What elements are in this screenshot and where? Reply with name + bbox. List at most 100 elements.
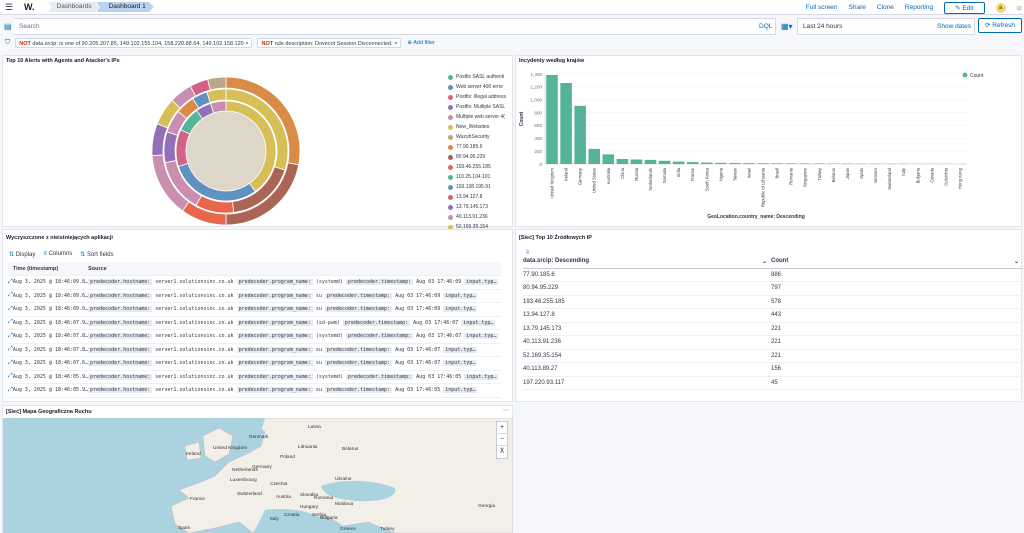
legend-item[interactable]: Web server 400 error <box>448 82 506 92</box>
bar[interactable] <box>616 158 629 164</box>
help-icon[interactable]: ⊙ <box>1016 4 1022 12</box>
bar[interactable] <box>757 163 769 164</box>
bar[interactable] <box>686 162 699 164</box>
legend-item[interactable]: 52.169.35.154 <box>448 222 506 232</box>
table-row[interactable]: 40.113.91.236 221 <box>523 335 1023 350</box>
bar[interactable] <box>560 83 572 164</box>
donut-inner-slice[interactable] <box>210 100 227 114</box>
expand-row-icon[interactable]: ⤢ <box>8 316 13 330</box>
calendar-icon[interactable]: ▦▾ <box>781 22 793 31</box>
zoom-in-button[interactable]: + <box>497 422 507 434</box>
show-dates-link[interactable]: Show dates <box>937 23 971 30</box>
share-link[interactable]: Share <box>848 4 866 11</box>
reporting-link[interactable]: Reporting <box>904 4 934 11</box>
expand-row-icon[interactable]: ⤢ <box>8 329 13 344</box>
table-row[interactable]: ⤢ Aug 3, 2025 @ 18:46:05.9… predecoder.hos… <box>8 370 502 384</box>
table-row[interactable]: ⤢ Aug 3, 2025 @ 18:46:05.9… predecoder.hos… <box>8 383 502 398</box>
legend-item[interactable]: 40.113.91.236 <box>448 212 506 222</box>
bar[interactable] <box>574 105 586 164</box>
table-row[interactable]: ⤢ Aug 3, 2025 @ 18:46:09.6… predecoder.hos… <box>8 289 502 303</box>
bar[interactable] <box>546 74 558 164</box>
legend-item[interactable]: 110.25.104.101 <box>448 172 506 182</box>
donut-middle-slice[interactable] <box>163 131 179 164</box>
download-icon[interactable]: ⇩ <box>525 250 531 256</box>
app-logo[interactable]: W. <box>24 2 35 12</box>
table-row[interactable]: 40.113.89.27 156 <box>523 362 1023 377</box>
donut-middle-slice[interactable] <box>206 88 227 104</box>
expand-row-icon[interactable]: ⤢ <box>8 289 13 303</box>
bar[interactable] <box>785 163 797 164</box>
expand-row-icon[interactable]: ⤢ <box>8 343 13 357</box>
clone-link[interactable]: Clone <box>876 4 894 11</box>
donut-outer-slice[interactable] <box>207 76 227 91</box>
expand-row-icon[interactable]: ⤢ <box>8 356 13 371</box>
bar[interactable] <box>658 160 671 164</box>
expand-row-icon[interactable]: ⤢ <box>8 302 13 317</box>
expand-row-icon[interactable]: ⤢ <box>8 370 13 384</box>
legend-item[interactable]: 13.79.145.173 <box>448 202 506 212</box>
columns-button[interactable]: ≡ Columns <box>43 251 73 257</box>
legend-item[interactable]: 13.94.127.8 <box>448 192 506 202</box>
search-input[interactable]: Search <box>14 18 776 35</box>
saved-query-icon[interactable]: ▤ <box>4 22 12 31</box>
table-row[interactable]: 13.94.127.8 443 <box>523 308 1023 323</box>
expand-row-icon[interactable]: ⤢ <box>8 383 13 398</box>
panel-options-icon[interactable]: ⋯ <box>503 408 509 414</box>
legend-item[interactable]: 193.46.255.185 <box>448 162 506 172</box>
add-filter-button[interactable]: ⊕ Add filter <box>407 40 435 46</box>
bar[interactable] <box>743 163 755 164</box>
refresh-button[interactable]: ⟳ Refresh <box>978 18 1022 33</box>
bar[interactable] <box>715 162 727 164</box>
bar[interactable] <box>588 148 601 164</box>
hamburger-menu-icon[interactable]: ☰ <box>4 1 14 12</box>
filter-pill[interactable]: NOT rule.description: Dovecot Session Di… <box>257 38 402 48</box>
legend-item[interactable]: 77.90.185.6 <box>448 142 506 152</box>
source-column-header[interactable]: Source <box>88 262 502 276</box>
table-row[interactable]: ⤢ Aug 3, 2025 @ 18:46:09.0… predecoder.hos… <box>8 302 502 317</box>
bar[interactable] <box>602 154 615 164</box>
display-button[interactable]: ⇅ Display <box>9 252 36 258</box>
sort-fields-button[interactable]: ⇅ Sort fields <box>80 252 114 258</box>
legend-item[interactable]: WazuhSecurity <box>448 132 506 142</box>
legend-label[interactable]: Count <box>970 73 984 79</box>
table-row[interactable]: ⤢ Aug 3, 2025 @ 18:46:07.8… predecoder.hos… <box>8 329 502 344</box>
table-row[interactable]: ⤢ Aug 3, 2025 @ 18:46:07.8… predecoder.hos… <box>8 343 502 357</box>
table-row[interactable]: ⤢ Aug 3, 2025 @ 18:46:07.9… predecoder.hos… <box>8 316 502 330</box>
count-column-header[interactable]: Count ⌄ <box>771 256 1023 269</box>
avatar[interactable]: a <box>995 2 1006 13</box>
expand-row-icon[interactable]: ⤢ <box>8 275 13 290</box>
bar[interactable] <box>799 163 812 164</box>
table-row[interactable]: 13.79.145.173 221 <box>523 322 1023 336</box>
geo-map[interactable] <box>3 418 513 533</box>
table-row[interactable]: 197.220.93.117 45 <box>523 376 1023 390</box>
table-row[interactable]: 80.94.95.229 797 <box>523 281 1023 296</box>
bar[interactable] <box>700 162 713 164</box>
query-language-toggle[interactable]: DQL <box>759 23 773 30</box>
bar[interactable] <box>630 159 643 165</box>
legend-item[interactable]: Postfix SASL authenti <box>448 72 506 82</box>
close-icon[interactable]: × <box>394 41 398 47</box>
bar[interactable] <box>771 163 783 164</box>
full-screen-link[interactable]: Full screen <box>805 4 838 11</box>
table-row[interactable]: 193.46.255.185 578 <box>523 295 1023 309</box>
breadcrumb-dashboards[interactable]: Dashboards <box>48 2 100 12</box>
table-row[interactable]: ⤢ Aug 3, 2025 @ 18:46:07.6… predecoder.hos… <box>8 356 502 371</box>
legend-item[interactable]: Postfix: Illegal address <box>448 92 506 102</box>
legend-item[interactable]: Multiple web server 4( <box>448 112 506 122</box>
bar[interactable] <box>672 161 685 164</box>
date-range-picker[interactable]: Last 24 hours <box>797 18 975 35</box>
legend-item[interactable]: 80.94.95.229 <box>448 152 506 162</box>
ip-column-header[interactable]: data.srcip: Descending ⌄ <box>523 256 771 269</box>
filter-icon[interactable]: ⛉ <box>5 39 11 46</box>
legend-item[interactable]: New_Websites <box>448 122 506 132</box>
edit-button[interactable]: ✎ Edit <box>944 1 985 14</box>
table-row[interactable]: ⤢ Aug 3, 2025 @ 18:46:09.8… predecoder.hos… <box>8 275 502 290</box>
legend-item[interactable]: Postfix: Multiple SASL <box>448 102 506 112</box>
time-column-header[interactable]: Time (timestamp) <box>12 262 89 276</box>
legend-item[interactable]: 193.138.195.91 <box>448 182 506 192</box>
bar[interactable] <box>729 163 741 164</box>
bar[interactable] <box>644 159 657 164</box>
close-icon[interactable]: × <box>245 41 249 47</box>
zoom-out-button[interactable]: − <box>497 434 507 446</box>
table-row[interactable]: 77.90.185.6 886 <box>523 268 1023 282</box>
